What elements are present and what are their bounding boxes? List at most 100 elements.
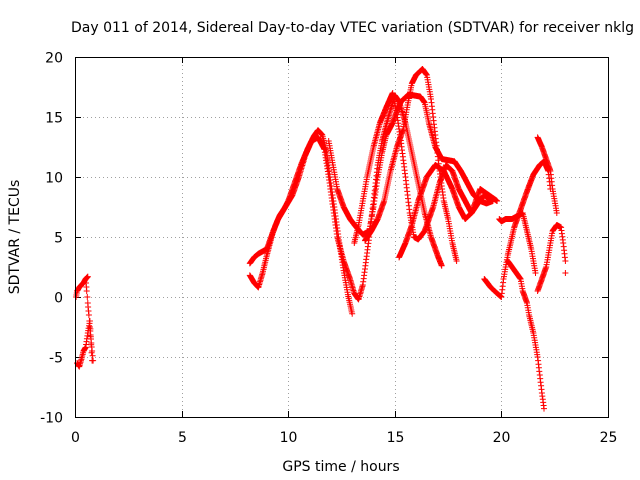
x-tick-label: 20: [493, 430, 511, 446]
y-tick-label: -10: [40, 411, 63, 427]
data-point: [507, 260, 509, 262]
series-arc-8: [362, 66, 460, 264]
data-point: [496, 292, 498, 294]
tick-labels: 0 5 10 15 20 25 -10 -5 0 5 10 15 20: [40, 51, 617, 447]
data-point: [78, 366, 80, 368]
chart-title: Day 011 of 2014, Sidereal Day-to-day VTE…: [71, 20, 634, 36]
data-point: [500, 296, 502, 298]
data-point: [556, 224, 558, 226]
data-point: [552, 230, 554, 232]
data-point: [424, 102, 426, 104]
data-point: [358, 298, 360, 300]
data-point: [473, 194, 475, 196]
data-point: [332, 206, 334, 208]
data-point: [328, 140, 330, 142]
data-point: [466, 182, 468, 184]
data-point: [443, 200, 445, 202]
data-point: [343, 206, 345, 208]
marker-trail: [396, 162, 501, 261]
data-point: [87, 276, 89, 278]
data-point: [505, 218, 507, 220]
data-point: [253, 282, 255, 284]
data-point: [428, 122, 430, 124]
data-point: [323, 148, 325, 150]
data-point: [515, 272, 517, 274]
marker-trail: [534, 222, 569, 294]
data-point: [503, 278, 504, 280]
data-point: [456, 260, 458, 262]
data-point: [539, 374, 541, 376]
data-point: [520, 278, 522, 280]
data-point: [411, 224, 413, 226]
data-point: [424, 230, 426, 232]
data-point: [532, 174, 534, 176]
data-point: [279, 214, 281, 216]
data-point: [266, 254, 268, 256]
data-point: [262, 250, 264, 252]
data-point: [362, 200, 364, 202]
data-point: [362, 234, 364, 236]
data-point: [490, 200, 492, 202]
data-point: [537, 356, 539, 358]
data-point: [292, 194, 293, 196]
data-point: [272, 230, 274, 232]
data-point: [249, 274, 251, 276]
data-point: [552, 188, 554, 190]
data-point: [532, 332, 534, 334]
data-point: [511, 266, 513, 268]
data-point: [549, 170, 551, 172]
data-point: [537, 136, 539, 138]
data-point: [336, 188, 338, 190]
data-point: [298, 176, 300, 178]
data-point: [377, 218, 379, 220]
data-point: [321, 134, 323, 136]
data-point: [434, 134, 436, 136]
series-arc-3: [82, 276, 97, 364]
data-point: [326, 152, 328, 154]
data-point: [430, 98, 432, 100]
x-tick-label: 10: [280, 430, 298, 446]
data-point: [464, 200, 466, 202]
data-point: [562, 242, 564, 244]
data-point: [417, 238, 419, 240]
data-point: [385, 134, 387, 136]
data-point: [560, 226, 562, 228]
series-arc-13: [534, 222, 569, 294]
data-point: [513, 226, 515, 228]
data-point: [332, 164, 334, 166]
data-point: [549, 242, 551, 244]
data-point: [511, 218, 513, 220]
data-point: [451, 188, 453, 190]
data-point: [262, 272, 264, 274]
data-point: [541, 146, 543, 148]
data-point: [362, 284, 364, 286]
data-point: [249, 262, 251, 264]
data-point: [535, 272, 536, 274]
data-point: [426, 74, 428, 76]
data-point: [430, 236, 432, 238]
data-point: [443, 170, 445, 172]
data-point: [392, 92, 394, 94]
data-point: [464, 218, 466, 220]
data-point: [541, 278, 543, 280]
data-point: [383, 200, 385, 202]
data-point: [447, 218, 449, 220]
data-point: [422, 68, 423, 70]
data-point: [364, 240, 366, 242]
data-point: [490, 286, 492, 288]
data-point: [89, 326, 91, 328]
data-point: [458, 188, 460, 190]
data-point: [304, 154, 306, 156]
data-point: [257, 253, 259, 255]
data-point: [407, 104, 409, 106]
data-point: [445, 164, 447, 166]
data-point: [85, 278, 87, 280]
data-point: [530, 248, 532, 250]
data-point: [92, 360, 94, 362]
data-point: [500, 220, 502, 222]
data-point: [373, 146, 374, 148]
data-point: [370, 230, 372, 232]
data-point: [451, 170, 453, 172]
data-point: [83, 350, 84, 352]
y-tick-label: 20: [45, 51, 63, 67]
